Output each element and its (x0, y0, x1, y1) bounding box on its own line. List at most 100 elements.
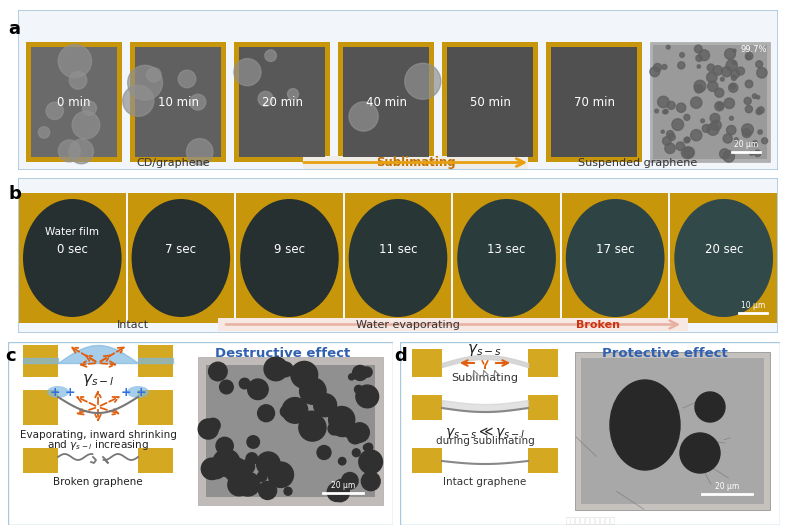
Circle shape (123, 85, 154, 116)
Circle shape (248, 379, 268, 399)
Circle shape (662, 64, 667, 70)
Text: d: d (394, 347, 406, 365)
Text: c: c (5, 347, 16, 365)
Circle shape (259, 482, 277, 500)
Circle shape (362, 367, 372, 377)
Circle shape (83, 101, 97, 115)
Circle shape (695, 84, 703, 93)
Circle shape (685, 137, 690, 142)
Circle shape (755, 150, 761, 157)
Circle shape (58, 45, 91, 78)
Circle shape (714, 88, 724, 97)
Bar (670, 193, 777, 323)
Bar (412, 448, 442, 473)
Circle shape (302, 411, 321, 431)
Circle shape (363, 444, 369, 451)
Circle shape (672, 119, 684, 131)
Circle shape (201, 458, 222, 479)
Text: Sublimating: Sublimating (376, 156, 455, 169)
Ellipse shape (127, 386, 149, 398)
Text: Broken graphene: Broken graphene (53, 477, 143, 487)
Text: a: a (8, 20, 20, 38)
Text: 7 sec: 7 sec (165, 244, 196, 256)
Circle shape (707, 123, 719, 135)
Circle shape (756, 96, 760, 99)
Circle shape (723, 134, 733, 143)
Circle shape (314, 394, 336, 417)
Circle shape (758, 107, 764, 114)
Circle shape (257, 472, 267, 482)
Circle shape (694, 45, 702, 53)
Circle shape (365, 443, 373, 451)
Circle shape (69, 139, 94, 164)
Circle shape (733, 61, 736, 64)
Circle shape (753, 141, 758, 145)
Circle shape (353, 365, 368, 380)
Circle shape (707, 72, 717, 82)
Circle shape (190, 94, 206, 110)
Text: Destructive effect: Destructive effect (215, 347, 351, 360)
FancyBboxPatch shape (303, 156, 528, 169)
Text: and $\mathit{\gamma}_{s-l}$ increasing: and $\mathit{\gamma}_{s-l}$ increasing (47, 438, 149, 452)
Bar (650, 42, 770, 162)
Circle shape (667, 131, 674, 138)
Text: 70 min: 70 min (574, 96, 615, 108)
Bar (19, 193, 126, 323)
Circle shape (756, 61, 762, 67)
Text: 0 min: 0 min (57, 96, 90, 108)
Bar (138, 448, 173, 473)
Circle shape (663, 137, 671, 145)
Circle shape (713, 66, 722, 75)
Circle shape (757, 67, 767, 78)
Ellipse shape (566, 199, 664, 317)
Circle shape (299, 414, 326, 441)
Bar (23, 448, 58, 473)
Text: $\mathit{\gamma}_{s-s}$: $\mathit{\gamma}_{s-s}$ (468, 342, 502, 358)
Text: Suspended graphene: Suspended graphene (578, 158, 698, 168)
Text: Water evaporating: Water evaporating (356, 320, 460, 330)
Circle shape (742, 129, 751, 138)
Text: 20 μm: 20 μm (715, 482, 739, 491)
Circle shape (216, 438, 233, 455)
Text: 99.7%: 99.7% (740, 45, 767, 54)
Text: Water film: Water film (46, 227, 99, 237)
Circle shape (213, 449, 240, 476)
Circle shape (281, 406, 292, 417)
Circle shape (729, 116, 733, 120)
Circle shape (334, 483, 344, 493)
Circle shape (736, 67, 744, 75)
Circle shape (745, 80, 753, 88)
Circle shape (717, 102, 723, 109)
Circle shape (734, 138, 738, 141)
Text: Broken: Broken (576, 320, 620, 330)
Circle shape (331, 483, 350, 502)
Circle shape (658, 96, 669, 108)
Bar (653, 45, 767, 159)
Bar (236, 193, 343, 323)
Text: Evaporating, inward shrinking: Evaporating, inward shrinking (20, 430, 176, 440)
Bar (528, 349, 558, 377)
Circle shape (299, 378, 326, 404)
Bar (198, 357, 383, 505)
Circle shape (725, 49, 736, 59)
Ellipse shape (610, 380, 680, 470)
Text: +: + (121, 386, 131, 398)
Circle shape (303, 381, 321, 400)
Circle shape (240, 378, 250, 389)
Circle shape (750, 151, 754, 156)
Circle shape (756, 109, 762, 115)
Circle shape (650, 67, 659, 76)
Text: 20 μm: 20 μm (734, 140, 758, 149)
Text: Intact: Intact (117, 320, 149, 330)
Bar (338, 42, 434, 162)
Circle shape (219, 380, 233, 394)
Circle shape (349, 102, 378, 131)
Circle shape (265, 50, 277, 62)
Circle shape (665, 143, 675, 153)
Bar (412, 349, 442, 377)
Circle shape (234, 58, 261, 85)
Circle shape (681, 147, 693, 159)
Text: Intact graphene: Intact graphene (443, 477, 527, 487)
Circle shape (684, 137, 689, 143)
Circle shape (726, 60, 737, 71)
